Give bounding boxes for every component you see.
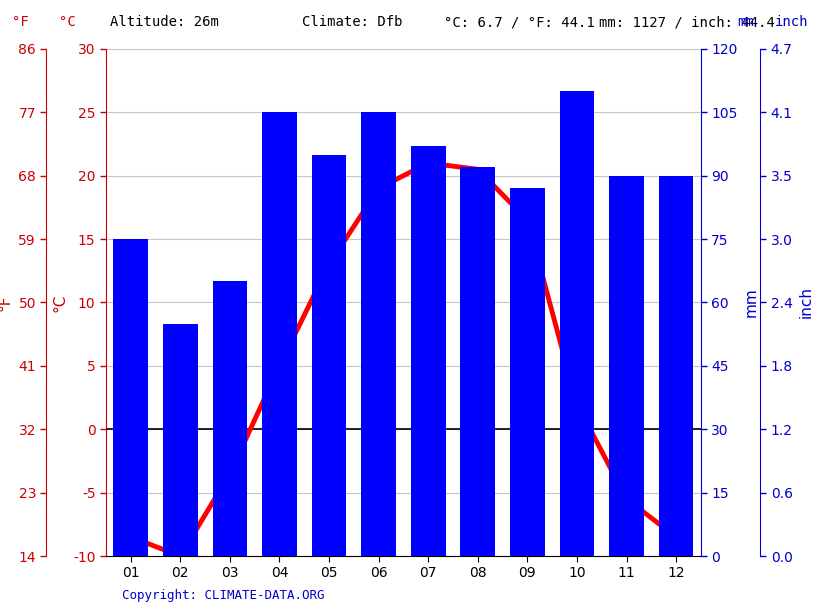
Text: Copyright: CLIMATE-DATA.ORG: Copyright: CLIMATE-DATA.ORG [122, 589, 324, 602]
Bar [311, 155, 346, 556]
Y-axis label: °F: °F [0, 294, 13, 311]
Text: °C: °C [59, 15, 76, 29]
Bar [560, 91, 594, 556]
Bar [163, 324, 198, 556]
Bar [113, 239, 148, 556]
Bar [609, 175, 644, 556]
Text: mm: mm [738, 15, 755, 29]
Bar [361, 112, 396, 556]
Text: Altitude: 26m: Altitude: 26m [110, 15, 219, 29]
Text: °F: °F [12, 15, 29, 29]
Text: mm: 1127 / inch: 44.4: mm: 1127 / inch: 44.4 [599, 15, 775, 29]
Text: Climate: Dfb: Climate: Dfb [302, 15, 402, 29]
Bar [510, 188, 544, 556]
Y-axis label: inch: inch [799, 287, 813, 318]
Bar [659, 175, 694, 556]
Y-axis label: °C: °C [52, 293, 68, 312]
Bar [460, 167, 496, 556]
Bar [411, 146, 446, 556]
Bar [262, 112, 297, 556]
Text: inch: inch [774, 15, 808, 29]
Y-axis label: mm: mm [743, 288, 758, 317]
Text: °C: 6.7 / °F: 44.1: °C: 6.7 / °F: 44.1 [444, 15, 595, 29]
Bar [213, 281, 247, 556]
